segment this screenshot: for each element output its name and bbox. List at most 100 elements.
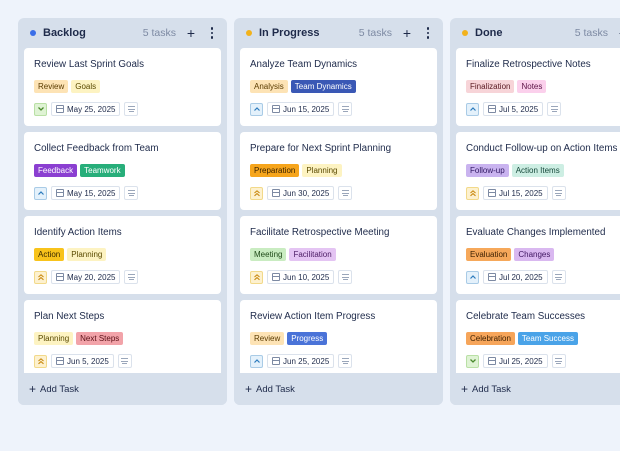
kanban-board: Backlog 5 tasks + Review Last Sprint Goals R… xyxy=(18,18,620,438)
tag: Changes xyxy=(514,248,555,261)
tag: Follow-up xyxy=(466,164,509,177)
description-icon[interactable] xyxy=(117,354,132,368)
description-icon[interactable] xyxy=(124,102,139,116)
card-footer: Jul 25, 2025 xyxy=(466,354,620,368)
chevrons-up-icon[interactable] xyxy=(34,354,47,368)
tag-list: Analysis Team Dynamics xyxy=(250,80,427,93)
tag: Next Steps xyxy=(76,332,124,345)
due-date-text: May 20, 2025 xyxy=(67,272,116,282)
add-icon[interactable]: + xyxy=(186,25,196,41)
chevron-up-icon[interactable] xyxy=(466,270,479,284)
task-count: 5 tasks xyxy=(358,27,392,39)
task-card[interactable]: Review Action Item Progress Review Progres… xyxy=(240,300,437,373)
due-date[interactable]: May 15, 2025 xyxy=(51,186,121,200)
tag-list: Review Goals xyxy=(34,80,211,93)
calendar-icon xyxy=(272,189,280,197)
task-card[interactable]: Conduct Follow-up on Action Items Follow-… xyxy=(456,132,620,210)
calendar-icon xyxy=(56,189,64,197)
task-count: 5 tasks xyxy=(574,27,608,39)
task-title: Collect Feedback from Team xyxy=(34,143,159,154)
description-icon[interactable] xyxy=(124,270,139,284)
description-icon[interactable] xyxy=(547,102,562,116)
description-icon[interactable] xyxy=(338,354,353,368)
add-task-button[interactable]: + Add Task xyxy=(234,373,443,405)
tag: Review xyxy=(250,332,285,345)
task-title: Evaluate Changes Implemented xyxy=(466,227,606,238)
task-card[interactable]: Analyze Team Dynamics Analysis Team Dynami… xyxy=(240,48,437,126)
tag: Planning xyxy=(67,248,107,261)
description-icon[interactable] xyxy=(124,186,139,200)
more-options-icon[interactable] xyxy=(207,27,217,39)
task-card[interactable]: Plan Next Steps Planning Next Steps Jun 5, … xyxy=(24,300,221,373)
tag: Planning xyxy=(34,332,74,345)
task-card[interactable]: Facilitate Retrospective Meeting Meeting F… xyxy=(240,216,437,294)
calendar-icon xyxy=(272,105,280,113)
task-card[interactable]: Prepare for Next Sprint Planning Preparat… xyxy=(240,132,437,210)
add-icon[interactable]: + xyxy=(617,26,620,40)
column-header: In Progress 5 tasks + xyxy=(234,18,443,48)
due-date[interactable]: Jun 5, 2025 xyxy=(51,354,114,368)
task-title: Conduct Follow-up on Action Items xyxy=(466,143,618,154)
due-date-text: Jul 15, 2025 xyxy=(499,188,543,198)
card-footer: Jun 25, 2025 xyxy=(250,354,427,368)
tag: Facilitation xyxy=(289,248,336,261)
due-date[interactable]: Jun 15, 2025 xyxy=(267,102,335,116)
description-icon[interactable] xyxy=(551,354,566,368)
task-title: Prepare for Next Sprint Planning xyxy=(250,143,392,154)
more-options-icon[interactable] xyxy=(423,27,433,39)
chevrons-up-icon[interactable] xyxy=(34,270,47,284)
task-card[interactable]: Evaluate Changes Implemented Evaluation Ch… xyxy=(456,216,620,294)
add-task-button[interactable]: + Add Task xyxy=(18,373,227,405)
chevrons-down-icon[interactable] xyxy=(466,354,479,368)
due-date[interactable]: Jun 30, 2025 xyxy=(267,186,335,200)
task-card[interactable]: Finalize Retrospective Notes Finalization… xyxy=(456,48,620,126)
due-date[interactable]: May 25, 2025 xyxy=(51,102,121,116)
task-card[interactable]: Collect Feedback from Team Feedback Teamwo… xyxy=(24,132,221,210)
chevrons-up-icon[interactable] xyxy=(250,186,263,200)
task-card[interactable]: Identify Action Items Action Planning May 2… xyxy=(24,216,221,294)
due-date[interactable]: Jul 20, 2025 xyxy=(483,270,548,284)
task-title: Review Last Sprint Goals xyxy=(34,59,144,70)
due-date-text: Jun 5, 2025 xyxy=(67,356,109,366)
card-footer: Jun 10, 2025 xyxy=(250,270,427,284)
chevron-up-icon[interactable] xyxy=(34,186,47,200)
description-icon[interactable] xyxy=(551,186,566,200)
due-date[interactable]: Jul 5, 2025 xyxy=(483,102,544,116)
tag-list: Celebration Team Success xyxy=(466,332,620,345)
column-header: Backlog 5 tasks + xyxy=(18,18,227,48)
chevron-up-icon[interactable] xyxy=(250,354,263,368)
tag-list: Evaluation Changes xyxy=(466,248,620,261)
card-footer: Jun 5, 2025 xyxy=(34,354,211,368)
due-date[interactable]: Jul 15, 2025 xyxy=(483,186,548,200)
due-date-text: May 25, 2025 xyxy=(67,104,116,114)
chevron-up-icon[interactable] xyxy=(466,102,479,116)
chevrons-up-icon[interactable] xyxy=(466,186,479,200)
task-title: Facilitate Retrospective Meeting xyxy=(250,227,390,238)
description-icon[interactable] xyxy=(338,270,353,284)
column-done: Done 5 tasks + Finalize Retrospective Notes… xyxy=(450,18,620,405)
task-title: Celebrate Team Successes xyxy=(466,311,586,322)
column-title: In Progress xyxy=(259,27,320,39)
calendar-icon xyxy=(56,357,64,365)
task-title: Plan Next Steps xyxy=(34,311,105,322)
description-icon[interactable] xyxy=(338,102,353,116)
calendar-icon xyxy=(488,105,496,113)
add-task-button[interactable]: + Add Task xyxy=(450,373,620,405)
add-icon[interactable]: + xyxy=(402,25,412,41)
card-list: Analyze Team Dynamics Analysis Team Dynami… xyxy=(240,48,437,373)
due-date[interactable]: Jul 25, 2025 xyxy=(483,354,548,368)
due-date[interactable]: May 20, 2025 xyxy=(51,270,121,284)
tag-list: Finalization Notes xyxy=(466,80,620,93)
task-title: Identify Action Items xyxy=(34,227,122,238)
due-date[interactable]: Jun 10, 2025 xyxy=(267,270,335,284)
description-icon[interactable] xyxy=(551,270,566,284)
chevrons-up-icon[interactable] xyxy=(250,270,263,284)
due-date-text: Jun 15, 2025 xyxy=(283,104,330,114)
due-date-text: Jul 25, 2025 xyxy=(499,356,543,366)
task-card[interactable]: Celebrate Team Successes Celebration Team … xyxy=(456,300,620,373)
chevrons-down-icon[interactable] xyxy=(34,102,47,116)
description-icon[interactable] xyxy=(338,186,353,200)
due-date[interactable]: Jun 25, 2025 xyxy=(267,354,335,368)
task-card[interactable]: Review Last Sprint Goals Review Goals May 2… xyxy=(24,48,221,126)
chevron-up-icon[interactable] xyxy=(250,102,263,116)
